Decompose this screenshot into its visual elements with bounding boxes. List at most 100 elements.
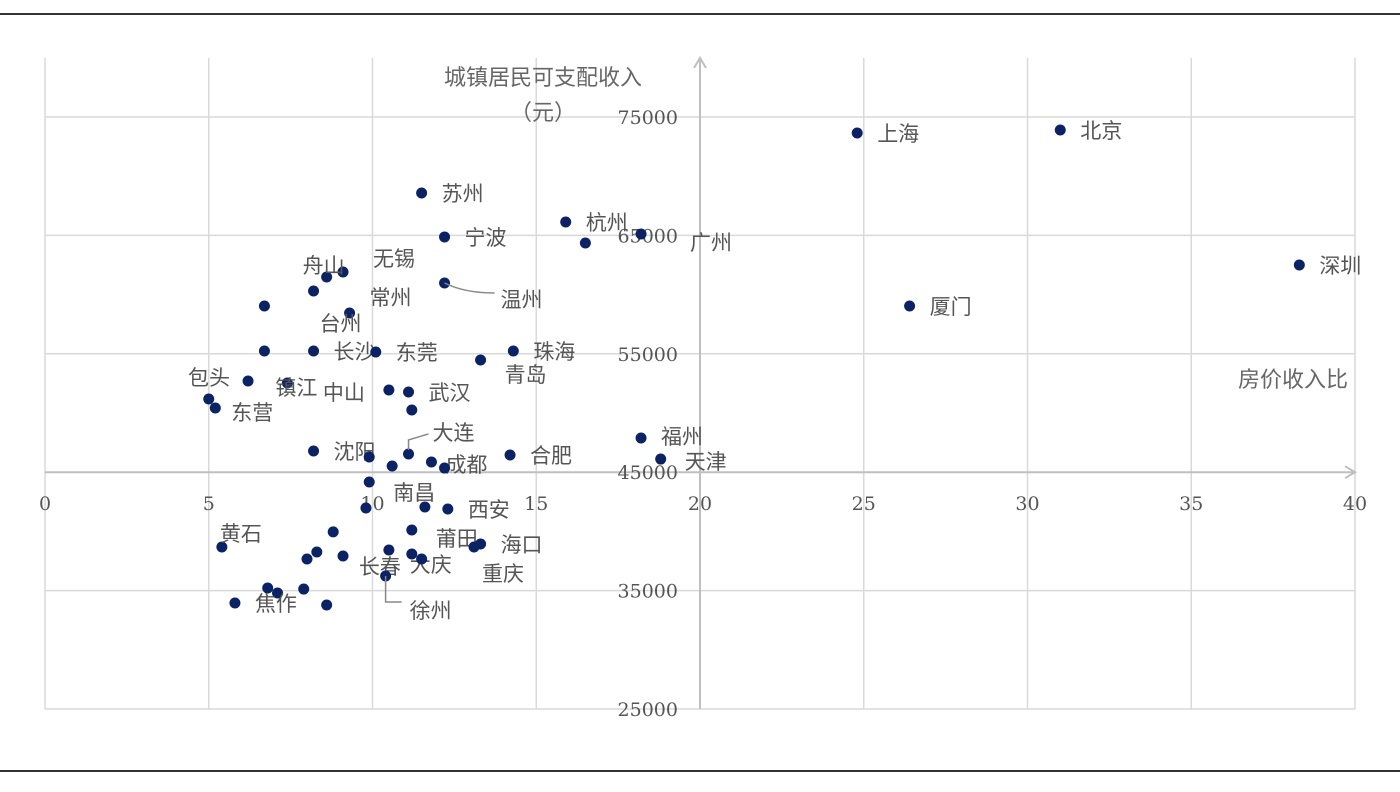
data-point: [560, 216, 572, 228]
data-point: [439, 462, 451, 474]
data-point: [579, 237, 591, 249]
data-point: [635, 432, 647, 444]
point-label: 长春: [359, 555, 401, 579]
point-label: 徐州: [410, 599, 452, 623]
x-tick-label: 35: [1179, 493, 1203, 515]
data-point: [386, 460, 398, 472]
data-point: [635, 228, 647, 240]
data-point: [416, 553, 428, 565]
x-tick-label: 5: [203, 493, 215, 515]
point-label: 大庆: [410, 553, 452, 577]
point-label: 重庆: [482, 562, 524, 586]
data-point: [258, 345, 270, 357]
point-label: 常州: [370, 286, 412, 310]
y-tick-label: 35000: [618, 581, 678, 603]
point-label: 东莞: [396, 341, 438, 365]
data-point: [419, 501, 431, 513]
leader-line: [407, 433, 429, 450]
x-axis-title: 房价收入比: [1238, 368, 1348, 393]
point-label: 中山: [323, 381, 365, 405]
y-tick-label: 75000: [618, 107, 678, 129]
data-point: [209, 402, 221, 414]
data-point: [904, 300, 916, 312]
data-point: [363, 476, 375, 488]
x-axis-arrow-icon: [1344, 465, 1357, 480]
point-label: 舟山: [303, 254, 345, 278]
point-label: 西安: [468, 498, 510, 522]
data-point: [337, 266, 349, 278]
data-point: [507, 345, 519, 357]
leader-line: [384, 576, 402, 603]
point-label: 广州: [690, 231, 732, 255]
point-label: 南昌: [393, 481, 435, 505]
data-point: [337, 550, 349, 562]
data-point: [344, 307, 356, 319]
y-tick-label: 65000: [618, 225, 678, 247]
point-label: 上海: [877, 122, 919, 146]
point-label: 深圳: [1319, 254, 1361, 278]
point-label: 北京: [1080, 119, 1122, 143]
data-point: [403, 448, 415, 460]
data-point: [442, 503, 454, 515]
data-point: [308, 445, 320, 457]
point-label: 大连: [433, 421, 475, 445]
point-label: 长沙: [334, 340, 376, 364]
data-point: [308, 285, 320, 297]
y-axis-arrow-icon: [693, 56, 707, 69]
point-label: 无锡: [373, 247, 415, 271]
data-point: [504, 449, 516, 461]
data-point: [203, 393, 215, 405]
y-tick-label: 25000: [618, 699, 678, 721]
point-label: 杭州: [586, 211, 628, 235]
y-tick-label: 45000: [618, 462, 678, 484]
data-point: [311, 546, 323, 558]
data-point: [363, 451, 375, 463]
x-tick-label: 30: [1015, 493, 1039, 515]
axes: [45, 56, 1357, 709]
point-label: 黄石: [220, 522, 262, 546]
data-point: [406, 524, 418, 536]
data-point: [468, 541, 480, 553]
data-point: [258, 300, 270, 312]
data-point: [1054, 124, 1066, 136]
x-tick-label: 25: [852, 493, 876, 515]
point-label: 福州: [661, 425, 703, 449]
data-point: [851, 127, 863, 139]
x-tick-label: 20: [688, 493, 712, 515]
data-point: [229, 597, 241, 609]
y-axis-unit: （元）: [510, 101, 576, 126]
data-point: [406, 548, 418, 560]
bottom-border: [0, 770, 1400, 772]
point-label: 海口: [501, 533, 543, 557]
data-point: [403, 386, 415, 398]
data-point: [262, 582, 274, 594]
data-point: [425, 456, 437, 468]
data-point: [383, 544, 395, 556]
x-tick-label: 15: [524, 493, 548, 515]
data-point: [242, 375, 254, 387]
data-point: [406, 404, 418, 416]
data-point: [383, 384, 395, 396]
point-label: 焦作: [255, 592, 297, 616]
data-point: [321, 599, 333, 611]
point-label: 天津: [685, 450, 727, 474]
point-label: 台州: [320, 312, 362, 336]
point-label: 厦门: [930, 295, 972, 319]
point-label: 珠海: [533, 340, 575, 364]
data-point: [360, 502, 372, 514]
point-label: 青岛: [505, 363, 547, 387]
point-label: 东营: [231, 401, 273, 425]
data-point: [298, 583, 310, 595]
data-point: [1293, 259, 1305, 271]
point-label: 温州: [501, 288, 543, 312]
y-tick-label: 55000: [618, 344, 678, 366]
data-point: [272, 587, 284, 599]
data-point: [308, 345, 320, 357]
y-axis-title: 城镇居民可支配收入: [444, 66, 642, 91]
top-border: [0, 13, 1400, 15]
data-point: [216, 541, 228, 553]
leader-line: [444, 282, 495, 294]
data-point: [370, 346, 382, 358]
